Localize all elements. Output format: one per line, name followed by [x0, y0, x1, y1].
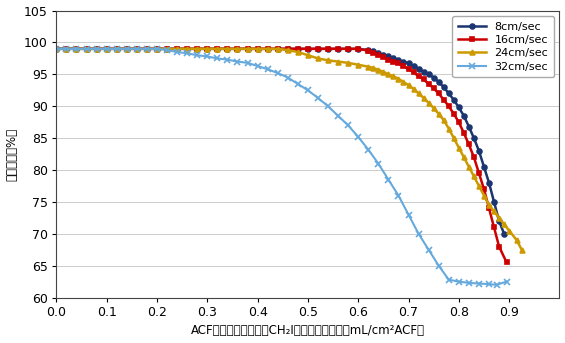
- 32cm/sec: [435, 264, 442, 268]
- 32cm/sec: [73, 47, 80, 51]
- 32cm/sec: [264, 67, 271, 71]
- 32cm/sec: [103, 47, 110, 51]
- 24cm/sec: [214, 47, 221, 51]
- 32cm/sec: [244, 61, 251, 65]
- 32cm/sec: [485, 282, 492, 286]
- 8cm/sec: [204, 47, 211, 51]
- 8cm/sec: [144, 47, 150, 51]
- 8cm/sec: [420, 70, 427, 74]
- 16cm/sec: [355, 47, 362, 51]
- 24cm/sec: [518, 248, 525, 252]
- 32cm/sec: [284, 75, 291, 80]
- 32cm/sec: [173, 50, 180, 54]
- Legend: 8cm/sec, 16cm/sec, 24cm/sec, 32cm/sec: 8cm/sec, 16cm/sec, 24cm/sec, 32cm/sec: [453, 16, 554, 77]
- 32cm/sec: [405, 213, 412, 217]
- 32cm/sec: [385, 178, 392, 182]
- 24cm/sec: [513, 238, 520, 242]
- 32cm/sec: [365, 147, 372, 152]
- 24cm/sec: [395, 77, 402, 81]
- 32cm/sec: [395, 193, 402, 198]
- 32cm/sec: [123, 47, 130, 51]
- 16cm/sec: [53, 47, 60, 51]
- Line: 32cm/sec: 32cm/sec: [53, 45, 510, 288]
- 24cm/sec: [53, 47, 60, 51]
- 16cm/sec: [503, 260, 510, 264]
- 24cm/sec: [173, 47, 180, 51]
- 32cm/sec: [114, 47, 120, 51]
- 32cm/sec: [305, 88, 311, 92]
- 32cm/sec: [355, 135, 362, 139]
- 16cm/sec: [73, 47, 80, 51]
- 32cm/sec: [144, 47, 150, 51]
- 8cm/sec: [53, 47, 60, 51]
- 32cm/sec: [164, 48, 171, 52]
- 32cm/sec: [334, 114, 341, 118]
- 8cm/sec: [501, 232, 507, 236]
- 24cm/sec: [476, 184, 483, 188]
- 32cm/sec: [234, 60, 241, 64]
- 32cm/sec: [133, 47, 140, 51]
- 8cm/sec: [114, 47, 120, 51]
- Y-axis label: 除去効率（%）: 除去効率（%）: [6, 128, 19, 181]
- 32cm/sec: [53, 47, 60, 51]
- 16cm/sec: [420, 78, 427, 82]
- 32cm/sec: [325, 104, 332, 108]
- Line: 24cm/sec: 24cm/sec: [54, 46, 524, 252]
- X-axis label: ACF単位面積当たりのCH₂Iガス積算注入量（mL/cm²ACF）: ACF単位面積当たりのCH₂Iガス積算注入量（mL/cm²ACF）: [191, 324, 425, 338]
- 16cm/sec: [144, 47, 150, 51]
- 32cm/sec: [466, 281, 472, 285]
- 8cm/sec: [355, 47, 362, 51]
- 8cm/sec: [73, 47, 80, 51]
- 32cm/sec: [476, 282, 483, 286]
- 16cm/sec: [114, 47, 120, 51]
- 32cm/sec: [93, 47, 100, 51]
- 32cm/sec: [194, 53, 201, 57]
- 32cm/sec: [294, 82, 301, 86]
- 32cm/sec: [254, 64, 261, 68]
- 32cm/sec: [345, 123, 351, 127]
- 32cm/sec: [63, 47, 69, 51]
- Line: 16cm/sec: 16cm/sec: [54, 46, 509, 265]
- 32cm/sec: [415, 232, 422, 236]
- Line: 8cm/sec: 8cm/sec: [54, 46, 507, 236]
- 32cm/sec: [224, 58, 231, 62]
- 32cm/sec: [184, 51, 190, 55]
- 32cm/sec: [315, 96, 321, 100]
- 32cm/sec: [375, 162, 382, 166]
- 32cm/sec: [493, 283, 500, 287]
- 32cm/sec: [83, 47, 90, 51]
- 32cm/sec: [445, 277, 452, 282]
- 24cm/sec: [103, 47, 110, 51]
- 16cm/sec: [204, 47, 211, 51]
- 32cm/sec: [274, 71, 281, 75]
- 32cm/sec: [455, 280, 462, 284]
- 32cm/sec: [425, 248, 432, 252]
- 32cm/sec: [503, 280, 510, 284]
- 32cm/sec: [154, 47, 160, 51]
- 32cm/sec: [204, 55, 211, 59]
- 32cm/sec: [214, 56, 221, 60]
